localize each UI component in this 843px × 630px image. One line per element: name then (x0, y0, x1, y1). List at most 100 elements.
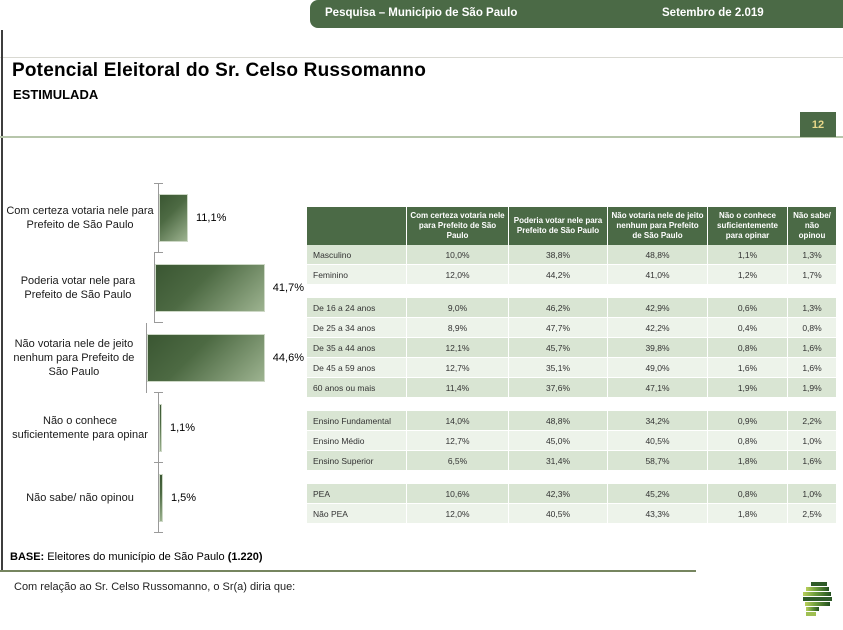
bar-value-label: 1,5% (171, 492, 197, 504)
base-prefix: BASE: (10, 551, 45, 563)
table-header-cell: Poderia votar nele para Prefeito de São … (509, 207, 608, 245)
chart-row: Poderia votar nele para Prefeito de São … (6, 253, 304, 323)
row-label-cell: De 25 a 34 anos (307, 318, 407, 338)
value-cell: 1,6% (788, 358, 836, 378)
value-cell: 2,2% (788, 411, 836, 431)
left-border-line (1, 30, 3, 572)
value-cell: 9,0% (407, 298, 509, 318)
chart-row: Não votaria nele de jeito nenhum para Pr… (6, 323, 304, 393)
banner-date: Setembro de 2.019 (662, 7, 764, 19)
row-label-cell: Ensino Superior (307, 451, 407, 471)
table-header-cell: Com certeza votaria nele para Prefeito d… (407, 207, 509, 245)
value-cell: 48,8% (509, 411, 608, 431)
chart-bar-zone: 41,7% (153, 253, 304, 323)
chart-category-label: Não sabe/ não opinou (26, 491, 134, 504)
chart-category-label: Poderia votar nele para Prefeito de São … (20, 274, 136, 301)
value-cell: 1,8% (708, 451, 788, 471)
table-row: Não PEA 12,0% 40,5% 43,3% 1,8% 2,5% (307, 504, 836, 524)
value-cell: 1,0% (788, 431, 836, 451)
chart-row: Com certeza votaria nele para Prefeito d… (6, 183, 304, 253)
bar-value-label: 41,7% (272, 282, 304, 294)
row-label-cell: Feminino (307, 265, 407, 285)
table-row: Ensino Fundamental 14,0% 48,8% 34,2% 0,9% 2,2… (307, 411, 836, 431)
table-group-gap (307, 471, 836, 484)
value-cell: 42,2% (608, 318, 708, 338)
value-cell: 1,1% (708, 245, 788, 265)
chart-row: Não sabe/ não opinou 1,5% (6, 463, 304, 533)
bar (154, 264, 265, 312)
chart-category-label: Não votaria nele de jeito nenhum para Pr… (13, 337, 135, 379)
green-rule (0, 136, 843, 138)
bar-value-label: 1,1% (170, 422, 196, 434)
value-cell: 1,7% (788, 265, 836, 285)
value-cell: 46,2% (509, 298, 608, 318)
bar (159, 194, 188, 242)
chart-bar-zone: 1,1% (158, 393, 304, 463)
page-number-badge: 12 (800, 112, 836, 137)
value-cell: 0,8% (708, 431, 788, 451)
bar-chart: Com certeza votaria nele para Prefeito d… (6, 183, 304, 533)
table-row: De 45 a 59 anos 12,7% 35,1% 49,0% 1,6% 1,6% (307, 358, 836, 378)
value-cell: 1,6% (788, 451, 836, 471)
table-header-cell: Não o conhece suficientemente para opina… (708, 207, 788, 245)
row-label-cell: Ensino Fundamental (307, 411, 407, 431)
bar (146, 334, 265, 382)
bar (159, 404, 162, 452)
value-cell: 6,5% (407, 451, 509, 471)
value-cell: 12,7% (407, 431, 509, 451)
value-cell: 10,0% (407, 245, 509, 265)
value-cell: 47,7% (509, 318, 608, 338)
chart-row: Não o conhece suficientemente para opina… (6, 393, 304, 463)
value-cell: 35,1% (509, 358, 608, 378)
value-cell: 43,3% (608, 504, 708, 524)
value-cell: 48,8% (608, 245, 708, 265)
table-row: Ensino Superior 6,5% 31,4% 58,7% 1,8% 1,6% (307, 451, 836, 471)
chart-category-label: Com certeza votaria nele para Prefeito d… (6, 204, 154, 231)
row-label-cell: PEA (307, 484, 407, 504)
bar (159, 474, 163, 522)
value-cell: 44,2% (509, 265, 608, 285)
value-cell: 39,8% (608, 338, 708, 358)
table-row: 60 anos ou mais 11,4% 37,6% 47,1% 1,9% 1,9% (307, 378, 836, 398)
chart-bar-zone: 11,1% (158, 183, 304, 253)
table-row: De 16 a 24 anos 9,0% 46,2% 42,9% 0,6% 1,3% (307, 298, 836, 318)
page-title: Potencial Eleitoral do Sr. Celso Russoma… (12, 60, 427, 81)
table-header-cell: Não sabe/ não opinou (788, 207, 836, 245)
value-cell: 12,0% (407, 265, 509, 285)
value-cell: 1,6% (708, 358, 788, 378)
value-cell: 8,9% (407, 318, 509, 338)
value-cell: 0,4% (708, 318, 788, 338)
row-label-cell: De 35 a 44 anos (307, 338, 407, 358)
value-cell: 38,8% (509, 245, 608, 265)
value-cell: 47,1% (608, 378, 708, 398)
value-cell: 0,9% (708, 411, 788, 431)
row-label-cell: De 45 a 59 anos (307, 358, 407, 378)
base-text: Eleitores do município de São Paulo (44, 551, 228, 563)
bar-value-label: 11,1% (196, 212, 227, 224)
value-cell: 1,9% (708, 378, 788, 398)
value-cell: 10,6% (407, 484, 509, 504)
value-cell: 1,3% (788, 245, 836, 265)
table-row: De 35 a 44 anos 12,1% 45,7% 39,8% 0,8% 1,6% (307, 338, 836, 358)
value-cell: 2,5% (788, 504, 836, 524)
row-label-cell: 60 anos ou mais (307, 378, 407, 398)
base-count: (1.220) (227, 551, 263, 563)
table-header-row: Com certeza votaria nele para Prefeito d… (307, 207, 836, 245)
value-cell: 0,8% (788, 318, 836, 338)
survey-question: Com relação ao Sr. Celso Russomanno, o S… (14, 581, 296, 593)
company-logo-icon (803, 582, 832, 616)
table-header-stub-cell (307, 207, 407, 245)
value-cell: 0,6% (708, 298, 788, 318)
value-cell: 34,2% (608, 411, 708, 431)
value-cell: 1,0% (788, 484, 836, 504)
results-table: Com certeza votaria nele para Prefeito d… (307, 207, 836, 524)
value-cell: 1,2% (708, 265, 788, 285)
value-cell: 42,9% (608, 298, 708, 318)
value-cell: 45,0% (509, 431, 608, 451)
value-cell: 41,0% (608, 265, 708, 285)
banner-title: Pesquisa – Município de São Paulo (325, 7, 518, 19)
value-cell: 1,6% (788, 338, 836, 358)
table-row: Feminino 12,0% 44,2% 41,0% 1,2% 1,7% (307, 265, 836, 285)
value-cell: 0,8% (708, 338, 788, 358)
